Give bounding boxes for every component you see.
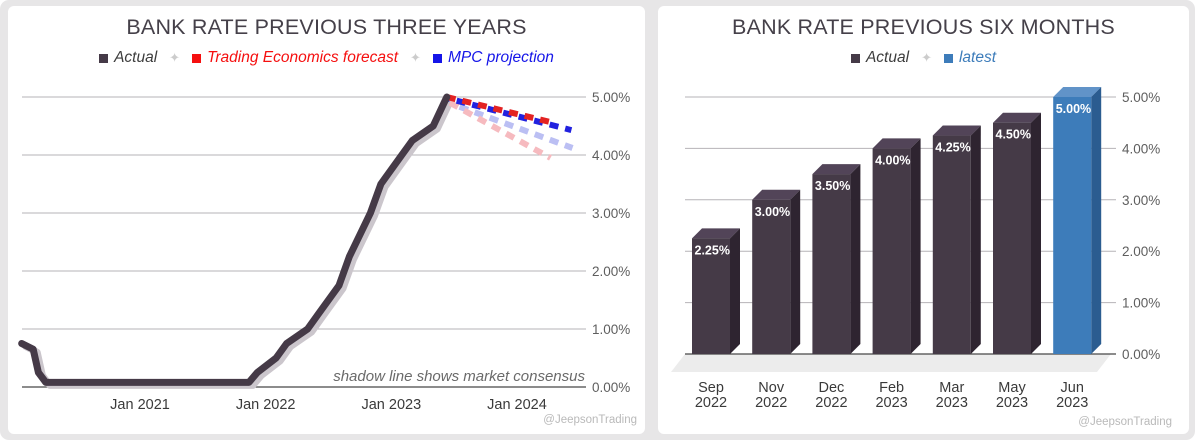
legend-swatch-icon (432, 53, 442, 63)
bar-top-face (812, 164, 861, 175)
x-axis-tick-label: Jan 2023 (361, 397, 421, 413)
watermark: @JeepsonTrading (1078, 416, 1172, 428)
bar-top-face (1053, 87, 1102, 97)
legend-item: MPC projection (432, 49, 554, 67)
x-axis-tick-label: Jan 2022 (236, 397, 296, 413)
y-axis-tick-label: 3.00% (1122, 193, 1160, 208)
bank-rate-six-months-card: BANK RATE PREVIOUS SIX MONTHS Actual ✦ lat… (658, 6, 1189, 434)
bar-top-face (932, 125, 981, 136)
bar-value-label: 2.25% (695, 243, 730, 257)
bar-value-label: 4.00% (875, 153, 910, 167)
y-axis-tick-label: 4.00% (592, 148, 630, 163)
actual-line (18, 93, 451, 386)
legend-item: Actual (850, 49, 910, 67)
bar-front-face (812, 174, 851, 354)
bar-3d: 3.50% (812, 164, 861, 354)
x-axis-tick-label: May 2023 (996, 380, 1028, 411)
bar-chart-canvas: 0.00% 1.00% 2.00% 3.00% 4.00% 5.00% 2.25% Sep 20… (671, 87, 1160, 411)
x-axis-tick-label: Feb 2023 (875, 380, 907, 411)
bar-value-label: 5.00% (1056, 102, 1091, 116)
y-axis-tick-label: 5.00% (1122, 90, 1160, 105)
y-axis-tick-label: 0.00% (592, 380, 630, 395)
legend-separator-diamond-icon: ✦ (169, 50, 181, 65)
y-axis-tick-label: 2.00% (592, 264, 630, 279)
x-axis-tick-label: Jan 2024 (487, 397, 547, 413)
bar-top-face (752, 189, 801, 200)
line-chart-canvas: 0.00% 1.00% 2.00% 3.00% 4.00% 5.00% Jan 2021 Ja… (18, 90, 630, 413)
y-axis-tick-label: 1.00% (1122, 296, 1160, 311)
legend-label: MPC projection (447, 49, 554, 66)
bar-value-label: 4.50% (996, 128, 1031, 142)
bar-3d: 4.50% (993, 112, 1041, 354)
bar-front-face (692, 238, 730, 354)
legend-label: Actual (114, 49, 158, 66)
chart-floor-3d (671, 354, 1111, 372)
bar-front-face (993, 122, 1031, 354)
bar-front-face (872, 148, 911, 354)
legend-swatch-icon (850, 53, 860, 63)
legend-label: latest (958, 49, 997, 66)
chart-legend: Actual ✦ latest (658, 49, 1189, 67)
chart-title: BANK RATE PREVIOUS THREE YEARS (126, 15, 527, 39)
legend-swatch-icon (99, 53, 109, 63)
bar-3d: 2.25% (692, 228, 740, 354)
bar-top-face (993, 112, 1041, 123)
bar-3d: 4.25% (932, 125, 981, 354)
bar-value-label: 4.25% (935, 141, 970, 155)
chart-title: BANK RATE PREVIOUS SIX MONTHS (732, 15, 1115, 39)
bar-side-face (790, 189, 801, 354)
bar-top-face (692, 228, 740, 239)
bar-side-face (1031, 112, 1041, 354)
y-axis-tick-label: 3.00% (592, 206, 630, 221)
bar-front-face (932, 135, 971, 354)
bar-side-face (970, 125, 981, 354)
watermark: @JeepsonTrading (543, 414, 637, 426)
bar-3d: 4.00% (872, 138, 921, 354)
bar-front-face (1053, 97, 1092, 354)
legend-item: Trading Economics forecast (192, 49, 398, 67)
bar-3d-latest: 5.00% (1053, 87, 1102, 354)
chart-legend: Actual ✦ Trading Economics forecast ✦ MPC pr… (8, 49, 645, 67)
bar-value-label: 3.00% (755, 205, 790, 219)
bar-3d: 3.00% (752, 189, 801, 354)
bar-side-face (850, 164, 861, 354)
legend-separator-diamond-icon: ✦ (921, 50, 932, 65)
y-axis-tick-label: 5.00% (592, 90, 630, 105)
y-axis-tick-label: 4.00% (1122, 141, 1160, 156)
x-axis-tick-label: Sep 2022 (695, 380, 727, 411)
bar-value-label: 3.50% (815, 179, 850, 193)
legend-label: Trading Economics forecast (207, 49, 399, 66)
bar-side-face (1091, 87, 1102, 354)
x-axis-tick-label: Jun 2023 (1056, 380, 1088, 411)
x-axis-tick-label: Mar 2023 (936, 380, 968, 411)
legend-item: latest (943, 49, 997, 67)
bar-side-face (910, 138, 921, 354)
x-axis-tick-label: Dec 2022 (815, 380, 847, 411)
y-axis-tick-label: 1.00% (592, 322, 630, 337)
legend-swatch-icon (192, 53, 202, 63)
y-axis-tick-label: 2.00% (1122, 244, 1160, 259)
bar-top-face (872, 138, 921, 149)
x-axis-tick-label: Nov 2022 (755, 380, 787, 411)
legend-label: Actual (865, 49, 910, 66)
bar-front-face (752, 199, 791, 354)
trading-economics-forecast-line (446, 94, 556, 127)
market-consensus-shadow-of-mpc-projection-line (451, 101, 574, 151)
market-consensus-shadow-of-trading-economics-forecast-line (448, 100, 552, 161)
legend-swatch-icon (943, 53, 953, 63)
bank-rate-three-years-card: BANK RATE PREVIOUS THREE YEARS Actual ✦ Tr… (8, 6, 645, 434)
legend-separator-diamond-icon: ✦ (410, 50, 421, 65)
market-consensus-note: shadow line shows market consensus (333, 368, 585, 385)
market-consensus-shadow-line (22, 96, 455, 389)
legend-item: Actual (99, 49, 157, 67)
bar-side-face (730, 228, 740, 354)
x-axis-tick-label: Jan 2021 (110, 397, 170, 413)
y-axis-tick-label: 0.00% (1122, 347, 1160, 362)
